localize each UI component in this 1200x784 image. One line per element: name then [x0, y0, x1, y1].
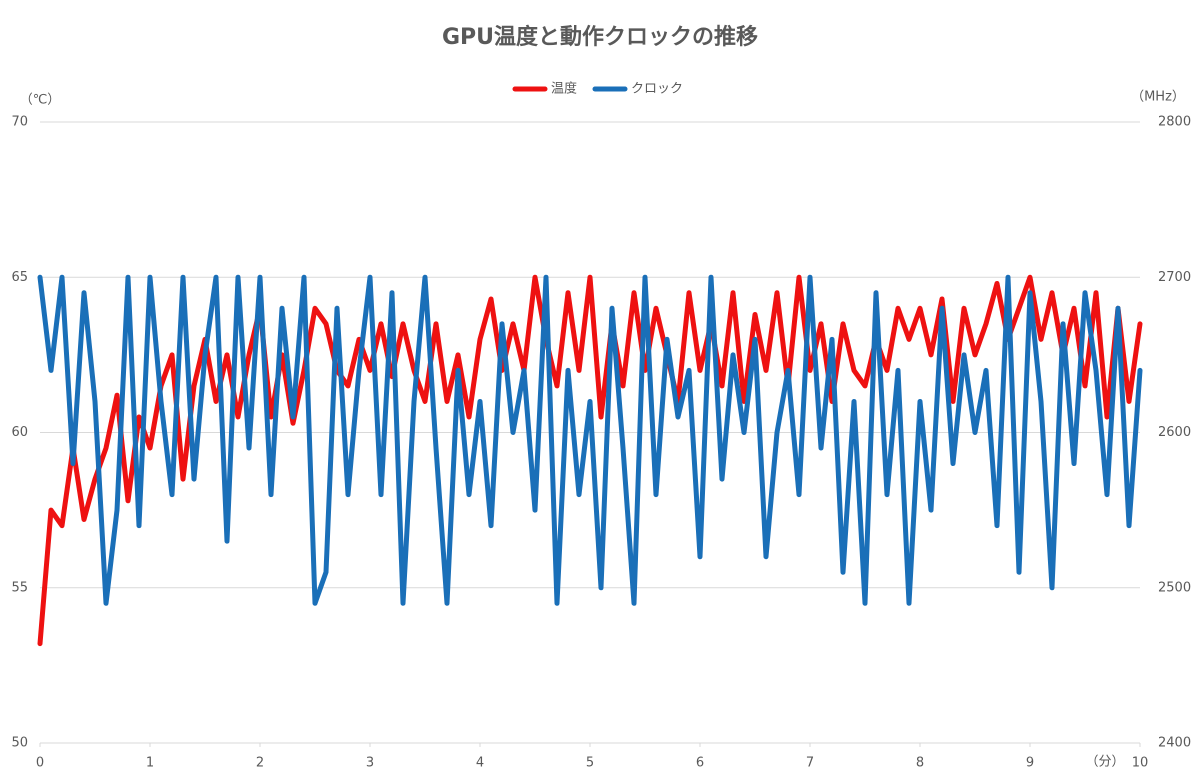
- y2-tick-label: 2700: [1158, 270, 1191, 285]
- legend-label: クロック: [631, 82, 683, 97]
- x-axis-label: （分）: [1085, 755, 1124, 770]
- y2-axis-label: （MHz）: [1131, 90, 1185, 105]
- x-tick-label: 2: [256, 756, 264, 771]
- y-tick-label: 70: [11, 115, 28, 130]
- y2-tick-label: 2800: [1158, 115, 1191, 130]
- x-tick-label: 10: [1132, 756, 1149, 771]
- y-tick-label: 65: [11, 270, 28, 285]
- chart-title: GPU温度と動作クロックの推移: [442, 24, 758, 50]
- y-tick-label: 55: [11, 580, 28, 595]
- x-tick-label: 0: [36, 756, 44, 771]
- x-tick-label: 7: [806, 756, 814, 771]
- y-tick-label: 50: [11, 736, 28, 751]
- x-tick-label: 5: [586, 756, 594, 771]
- x-tick-label: 3: [366, 756, 374, 771]
- x-tick-label: 8: [916, 756, 924, 771]
- y2-tick-label: 2600: [1158, 425, 1191, 440]
- x-tick-label: 9: [1026, 756, 1034, 771]
- y-tick-label: 60: [11, 425, 28, 440]
- y2-tick-label: 2400: [1158, 736, 1191, 751]
- legend-label: 温度: [551, 81, 577, 97]
- line-series: [37, 274, 1143, 606]
- y-axis-label: （℃）: [20, 93, 61, 108]
- line-series: [37, 274, 1143, 647]
- y2-tick-label: 2500: [1158, 580, 1191, 595]
- x-tick-label: 1: [146, 756, 154, 771]
- x-tick-label: 6: [696, 756, 704, 771]
- x-tick-label: 4: [476, 756, 484, 771]
